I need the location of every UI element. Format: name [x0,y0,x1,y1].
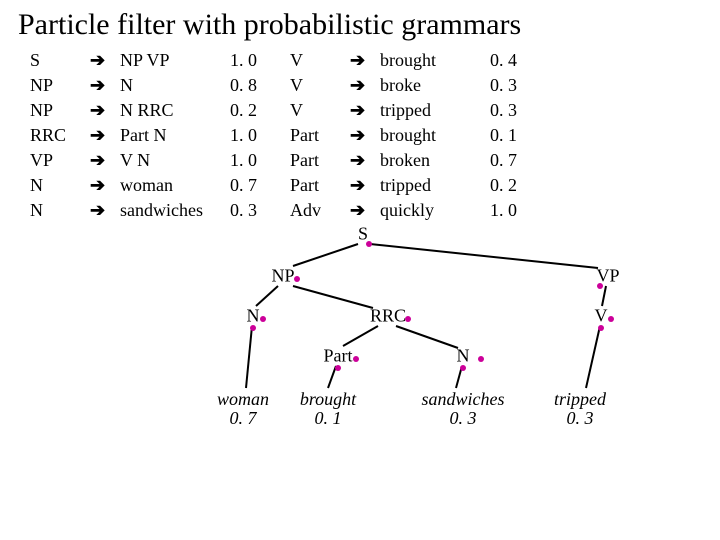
rule-rhs: broke [380,75,490,96]
tree-node-V: V [595,306,608,327]
rule-lhs: V [290,50,350,71]
rule-rhs: brought [380,125,490,146]
arrow-icon: ➔ [90,125,120,146]
rule-rhs: N RRC [120,100,230,121]
tree-node-Part: Part [324,346,353,367]
rule-lhs: S [30,50,90,71]
parse-tree: SNPVPNRRCVPartNwoman0. 7brought0. 1sandw… [18,216,702,451]
rule-prob: 1. 0 [230,50,290,71]
arrow-icon: ➔ [350,150,380,171]
rule-rhs: brought [380,50,490,71]
node-dot [294,276,300,282]
tree-node-RRC: RRC [370,306,406,327]
rule-prob: 0. 2 [230,100,290,121]
arrow-icon: ➔ [350,125,380,146]
node-dot [478,356,484,362]
arrow-icon: ➔ [90,100,120,121]
rule-rhs: tripped [380,100,490,121]
arrow-icon: ➔ [350,75,380,96]
rule-prob: 0. 2 [490,175,540,196]
node-dot [353,356,359,362]
rule-rhs: N [120,75,230,96]
rule-prob: 0. 3 [490,75,540,96]
rule-prob: 1. 0 [230,125,290,146]
rule-lhs: Part [290,150,350,171]
tree-leaf: tripped0. 3 [554,390,606,428]
arrow-icon: ➔ [90,150,120,171]
node-dot [598,325,604,331]
node-dot [597,283,603,289]
tree-leaf: brought0. 1 [300,390,356,428]
node-dot [460,365,466,371]
rule-prob: 0. 7 [230,175,290,196]
rule-lhs: VP [30,150,90,171]
rule-lhs: NP [30,75,90,96]
tree-node-N2: N [457,346,470,367]
node-dot [260,316,266,322]
tree-leaf: sandwiches0. 3 [422,390,505,428]
rule-lhs: NP [30,100,90,121]
node-dot [405,316,411,322]
rule-prob: 0. 3 [490,100,540,121]
rule-rhs: NP VP [120,50,230,71]
grammar-table: S➔NP VP1. 0V➔brought0. 4NP➔N0. 8V➔broke0… [30,50,702,221]
rule-lhs: RRC [30,125,90,146]
arrow-icon: ➔ [90,50,120,71]
page-title: Particle filter with probabilistic gramm… [18,8,702,42]
rule-prob: 0. 7 [490,150,540,171]
rule-rhs: Part N [120,125,230,146]
node-dot [608,316,614,322]
node-dot [335,365,341,371]
rule-lhs: V [290,100,350,121]
rule-lhs: Part [290,175,350,196]
node-dot [250,325,256,331]
tree-leaf: woman0. 7 [217,390,269,428]
rule-rhs: woman [120,175,230,196]
arrow-icon: ➔ [350,100,380,121]
rule-lhs: V [290,75,350,96]
rule-prob: 0. 4 [490,50,540,71]
arrow-icon: ➔ [350,50,380,71]
rule-prob: 0. 8 [230,75,290,96]
arrow-icon: ➔ [90,175,120,196]
tree-node-NP: NP [271,266,294,287]
arrow-icon: ➔ [350,175,380,196]
rule-lhs: N [30,175,90,196]
rule-prob: 1. 0 [230,150,290,171]
rule-rhs: broken [380,150,490,171]
arrow-icon: ➔ [90,75,120,96]
rule-prob: 0. 1 [490,125,540,146]
tree-node-N1: N [247,306,260,327]
rule-rhs: V N [120,150,230,171]
rule-rhs: tripped [380,175,490,196]
node-dot [366,241,372,247]
rule-lhs: Part [290,125,350,146]
